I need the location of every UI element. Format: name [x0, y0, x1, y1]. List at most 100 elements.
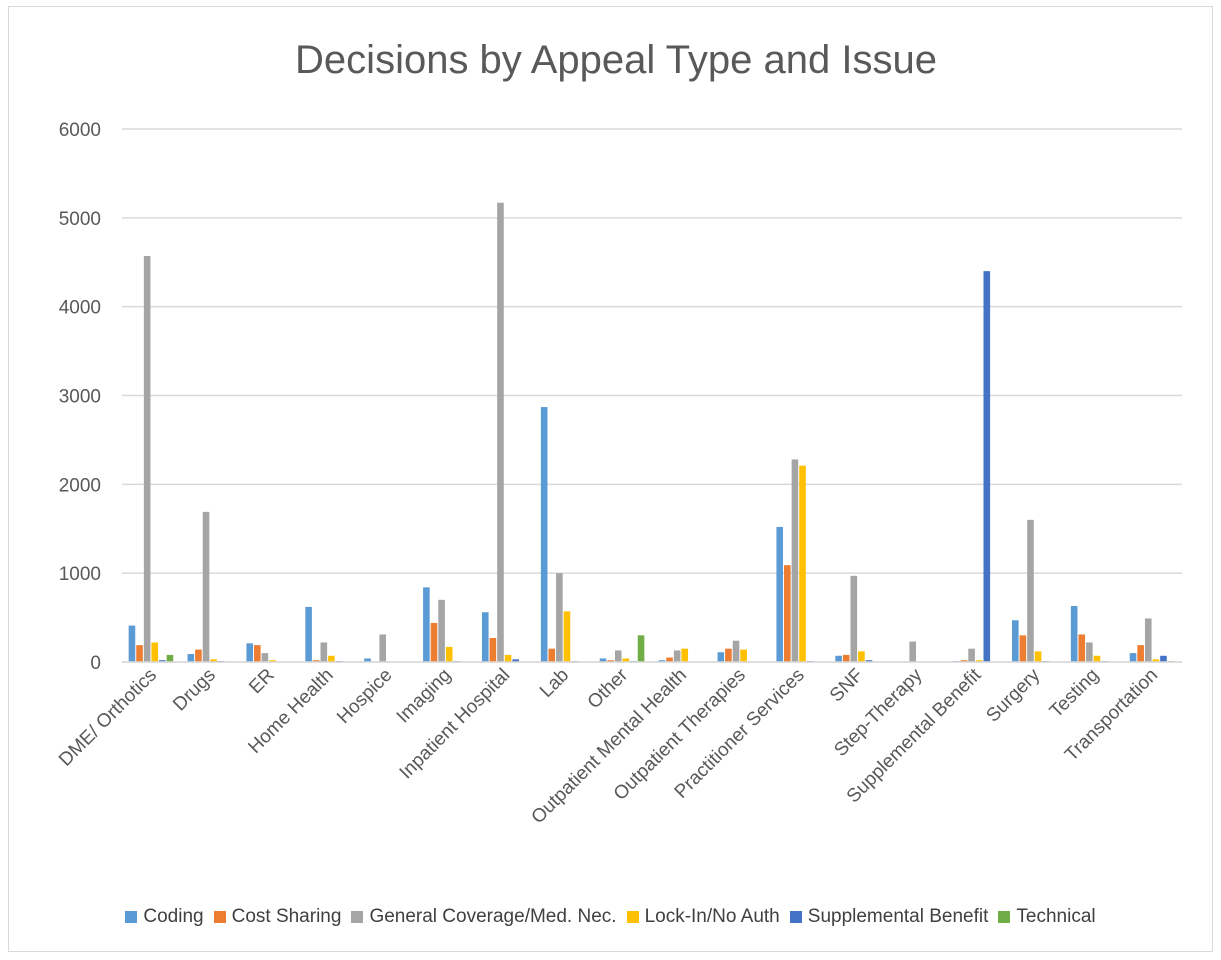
bar-coding [1070, 606, 1078, 662]
bar-general-coverage-med-nec [261, 653, 269, 662]
bar-cost-sharing [312, 660, 320, 662]
bar-coding [364, 658, 371, 662]
bar-coding [540, 407, 548, 662]
y-tick-label: 2000 [59, 475, 101, 496]
bar-coding [599, 658, 607, 662]
legend-item: Lock-In/No Auth [626, 906, 780, 928]
bar-lock-in-no-auth [622, 658, 630, 662]
bar-lock-in-no-auth [151, 642, 159, 662]
bar-cost-sharing [254, 645, 261, 662]
bar-lock-in-no-auth [328, 655, 335, 662]
bar-lock-in-no-auth [210, 659, 217, 662]
bar-coding [776, 526, 784, 662]
legend-label: Lock-In/No Auth [644, 906, 780, 927]
bar-general-coverage-med-nec [673, 650, 681, 662]
bar-coding [246, 643, 254, 662]
bar-supplemental-benefit [1160, 655, 1167, 662]
bar-coding [835, 655, 842, 662]
bar-coding [717, 652, 725, 662]
x-tick-label: Drugs [169, 665, 220, 716]
bar-general-coverage-med-nec [202, 511, 210, 662]
bar-coding [1129, 653, 1137, 662]
y-tick-label: 3000 [59, 387, 101, 408]
legend-swatch [351, 911, 364, 923]
bar-cost-sharing [548, 648, 556, 662]
bar-general-coverage-med-nec [732, 640, 740, 662]
bar-cost-sharing [430, 622, 438, 662]
bar-lock-in-no-auth [1152, 659, 1160, 662]
bar-supplemental-benefit [983, 271, 991, 662]
y-tick-label: 1000 [59, 564, 101, 585]
bar-coding [305, 606, 312, 662]
bar-cost-sharing [1078, 634, 1086, 662]
legend-item: Coding [125, 906, 204, 928]
legend-swatch [213, 911, 226, 923]
bar-general-coverage-med-nec [438, 599, 445, 662]
x-tick-label: Hospice [333, 665, 396, 728]
bar-cost-sharing [195, 649, 202, 662]
legend-swatch [789, 911, 802, 923]
bar-coding [658, 660, 666, 662]
x-tick-label: Other [584, 664, 633, 713]
chart-frame [8, 6, 1213, 952]
bar-coding [423, 587, 430, 662]
bar-lock-in-no-auth [858, 651, 865, 662]
bar-supplemental-benefit [865, 660, 873, 662]
bar-general-coverage-med-nec [614, 650, 622, 662]
bar-cost-sharing [136, 645, 143, 662]
bar-lock-in-no-auth [1034, 651, 1042, 662]
bar-general-coverage-med-nec [556, 573, 563, 662]
bar-cost-sharing [960, 660, 968, 662]
y-tick-label: 4000 [59, 298, 101, 319]
chart-title: Decisions by Appeal Type and Issue [295, 38, 937, 82]
bar-coding [1011, 620, 1019, 662]
legend-label: General Coverage/Med. Nec. [369, 906, 617, 927]
bar-lock-in-no-auth [740, 649, 747, 662]
y-tick-label: 0 [90, 653, 101, 674]
legend-label: Coding [143, 906, 204, 927]
x-tick-label: SNF [826, 665, 868, 707]
legend-swatch [125, 911, 138, 923]
legend-item: Cost Sharing [213, 906, 342, 928]
bar-supplemental-benefit [512, 659, 519, 662]
x-tick-label: Inpatient Hospital [396, 665, 515, 784]
bar-general-coverage-med-nec [379, 634, 386, 662]
bar-cost-sharing [784, 565, 791, 662]
bar-cost-sharing [1019, 635, 1027, 662]
legend-item: Technical [998, 906, 1096, 928]
bar-general-coverage-med-nec [143, 256, 151, 662]
bar-cost-sharing [489, 638, 497, 662]
bar-coding [128, 625, 136, 662]
y-tick-label: 5000 [59, 209, 101, 230]
bar-cost-sharing [842, 654, 850, 662]
bar-technical [637, 635, 645, 662]
bar-general-coverage-med-nec [791, 459, 799, 662]
bar-lock-in-no-auth [799, 465, 806, 662]
legend-swatch [998, 911, 1011, 923]
legend-swatch [626, 911, 639, 923]
legend-label: Cost Sharing [231, 906, 342, 927]
x-tick-label: ER [245, 665, 279, 699]
x-tick-label: Surgery [982, 664, 1044, 726]
x-tick-label: Testing [1046, 665, 1103, 722]
x-tick-label: DME/ Orthotics [55, 665, 161, 771]
bar-technical [166, 654, 174, 662]
bar-general-coverage-med-nec [497, 202, 504, 662]
bar-lock-in-no-auth [504, 654, 512, 662]
y-tick-label: 6000 [59, 120, 101, 141]
bar-coding [481, 612, 489, 662]
x-tick-label: Lab [536, 665, 573, 702]
bar-lock-in-no-auth [681, 648, 689, 662]
bar-general-coverage-med-nec [909, 641, 916, 662]
bar-coding [187, 654, 195, 662]
bar-cost-sharing [725, 648, 732, 662]
legend-item: General Coverage/Med. Nec. [351, 906, 617, 928]
bar-lock-in-no-auth [445, 646, 453, 662]
bar-lock-in-no-auth [563, 611, 571, 662]
bar-general-coverage-med-nec [968, 648, 975, 662]
bar-lock-in-no-auth [269, 660, 276, 662]
chart-legend: Coding Cost Sharing General Coverage/Med. … [0, 906, 1221, 928]
bar-cost-sharing [666, 657, 673, 662]
bar-lock-in-no-auth [1093, 655, 1101, 662]
